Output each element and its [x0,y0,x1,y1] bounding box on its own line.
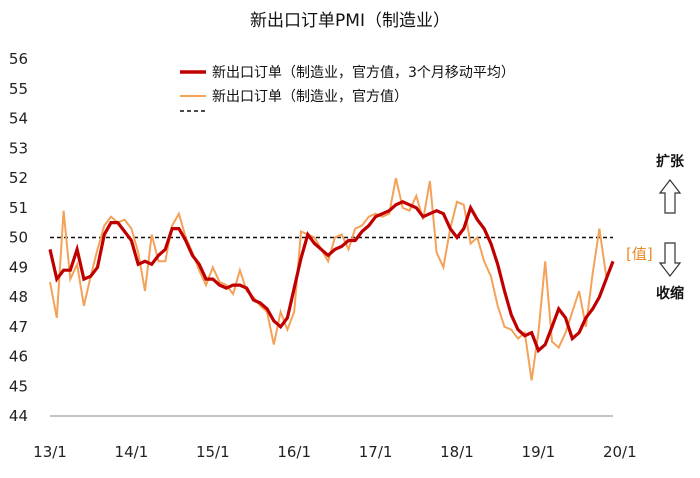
expansion-marker: 扩张 [656,153,685,214]
contraction-marker: 收缩 [656,242,684,302]
legend-label-ma: 新出口订单（制造业，官方值，3个月移动平均） [212,65,515,81]
expansion-label: 扩张 [656,153,685,170]
x-tick-label: 13/1 [33,443,67,461]
y-tick-label: 44 [9,407,28,425]
legend-label-raw: 新出口订单（制造业，官方值） [212,89,408,105]
y-tick-label: 46 [9,348,28,366]
down-arrow-icon [658,242,682,277]
x-tick-label: 17/1 [359,443,393,461]
y-tick-label: 53 [9,139,28,157]
value-tag: [值] [626,245,653,263]
x-tick-label: 15/1 [196,443,230,461]
y-tick-label: 45 [9,377,28,395]
chart-title: 新出口订单PMI（制造业） [250,11,450,31]
y-tick-label: 50 [9,229,28,247]
y-tick-label: 47 [9,318,28,336]
y-tick-label: 48 [9,288,28,306]
y-tick-label: 55 [9,80,28,98]
y-tick-label: 56 [9,50,28,68]
x-tick-label: 16/1 [277,443,311,461]
x-tick-label: 18/1 [440,443,474,461]
x-axis: 13/1 14/1 15/1 16/1 17/1 18/1 19/1 20/1 [33,443,636,461]
legend: 新出口订单（制造业，官方值，3个月移动平均） 新出口订单（制造业，官方值） [180,65,515,112]
y-axis: 44 45 46 47 48 49 50 51 52 53 54 55 56 [9,50,28,425]
x-tick-label: 14/1 [115,443,149,461]
series-line-moving-average [48,200,615,354]
up-arrow-icon [658,179,682,214]
y-tick-label: 49 [9,258,28,276]
contraction-label: 收缩 [656,285,684,302]
y-tick-label: 51 [9,199,28,217]
x-tick-label: 20/1 [603,443,637,461]
x-tick-label: 19/1 [522,443,556,461]
series-line-raw [49,177,608,381]
y-tick-label: 52 [9,169,28,187]
y-tick-label: 54 [9,110,28,128]
